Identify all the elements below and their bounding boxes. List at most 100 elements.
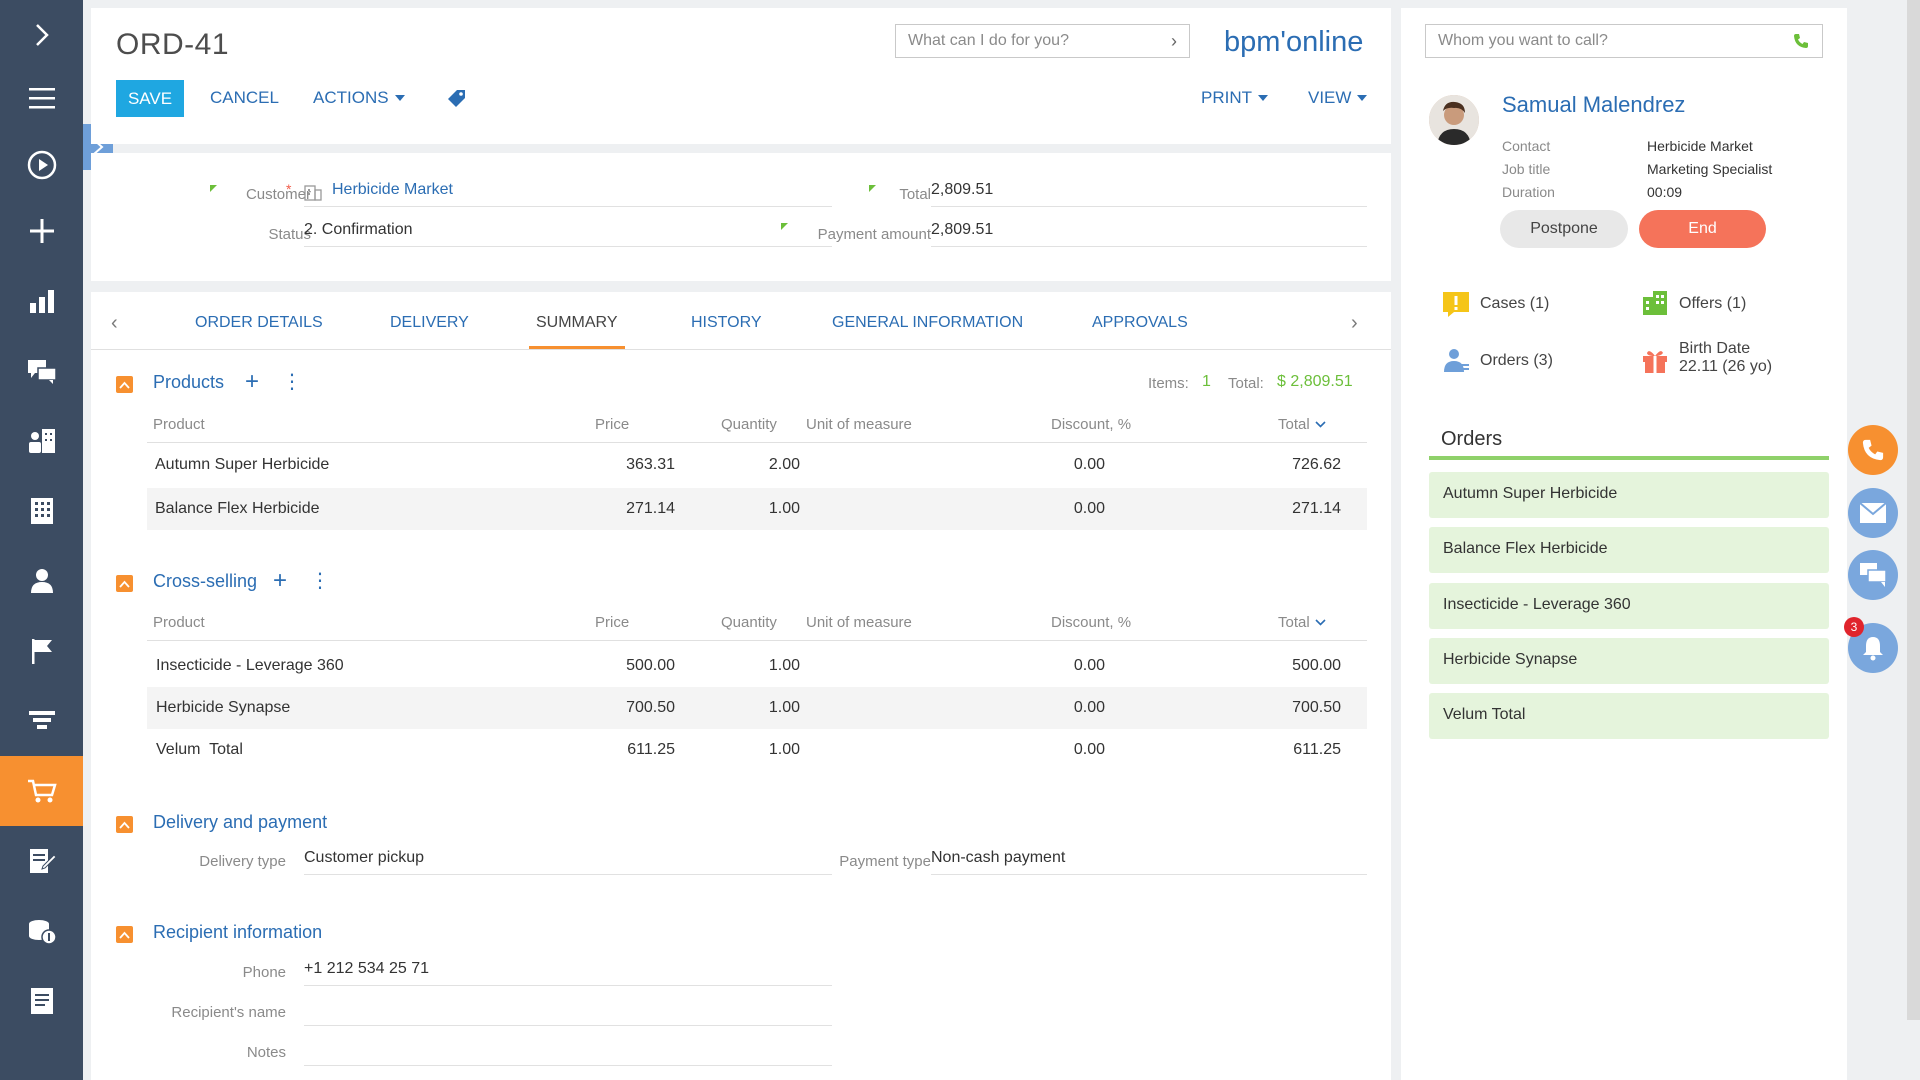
expand-menu-icon[interactable] <box>0 0 83 70</box>
contact-name-link[interactable]: Samual Malendrez <box>1502 92 1686 117</box>
person-icon[interactable] <box>0 546 83 616</box>
total-label: Total <box>899 186 931 203</box>
tab-approvals[interactable]: APPROVALS <box>1092 314 1188 331</box>
chat-button[interactable] <box>1848 550 1898 600</box>
recipient-section-title[interactable]: Recipient information <box>153 922 323 942</box>
documents-icon[interactable] <box>0 966 83 1036</box>
avatar[interactable] <box>1429 95 1479 145</box>
add-cross-selling-icon[interactable]: + <box>273 567 288 594</box>
orders-section-title: Orders <box>1441 428 1503 450</box>
cell-total: 700.50 <box>1292 699 1341 716</box>
cross-selling-menu-icon[interactable]: ⋮ <box>310 570 330 592</box>
contacts-building-icon[interactable] <box>0 406 83 476</box>
column-unit-of-measure[interactable]: Unit of measure <box>806 416 912 433</box>
cross-selling-collapse-toggle[interactable] <box>116 575 133 592</box>
view-menu-button[interactable]: VIEW <box>1308 88 1368 108</box>
column-product[interactable]: Product <box>153 614 205 631</box>
contracts-edit-icon[interactable] <box>0 826 83 896</box>
column-total-label: Total <box>1278 614 1310 631</box>
invoices-coins-icon[interactable] <box>0 896 83 966</box>
flag-icon[interactable] <box>0 616 83 686</box>
payment-amount-field[interactable]: 2,809.51 <box>931 215 1367 247</box>
orders-cart-icon[interactable] <box>0 756 83 826</box>
column-total[interactable]: Total <box>1278 614 1326 631</box>
orders-link[interactable]: Orders (3) <box>1442 346 1553 374</box>
products-collapse-toggle[interactable] <box>116 376 133 393</box>
tabs-scroll-left-icon[interactable]: ‹ <box>111 312 118 334</box>
offers-building-icon <box>1643 291 1667 315</box>
table-row[interactable]: Autumn Super Herbicide 363.31 2.00 0.00 … <box>147 444 1367 486</box>
column-unit-of-measure[interactable]: Unit of measure <box>806 614 912 631</box>
postpone-button[interactable]: Postpone <box>1500 210 1628 248</box>
list-item[interactable]: Herbicide Synapse <box>1429 638 1829 684</box>
column-quantity[interactable]: Quantity <box>721 416 777 433</box>
column-price[interactable]: Price <box>595 614 630 631</box>
tab-summary[interactable]: SUMMARY <box>536 314 618 331</box>
delivery-type-field[interactable]: Customer pickup <box>304 843 832 875</box>
job-title-value: Marketing Specialist <box>1647 161 1773 177</box>
tab-history[interactable]: HISTORY <box>691 314 762 331</box>
list-item[interactable]: Balance Flex Herbicide <box>1429 527 1829 573</box>
print-label: PRINT <box>1201 88 1252 107</box>
actions-label: ACTIONS <box>313 88 389 107</box>
print-menu-button[interactable]: PRINT <box>1201 88 1268 108</box>
tag-button[interactable] <box>447 88 467 108</box>
recipient-collapse-toggle[interactable] <box>116 926 133 943</box>
accounts-building-icon[interactable] <box>0 476 83 546</box>
orders-person-icon <box>1444 349 1469 372</box>
cell-product: Herbicide Synapse <box>156 699 291 716</box>
actions-menu-button[interactable]: ACTIONS <box>313 88 405 108</box>
column-total[interactable]: Total <box>1278 416 1326 433</box>
table-row[interactable]: Velum Total 611.25 1.00 0.00 611.25 <box>147 729 1367 771</box>
table-row[interactable]: Herbicide Synapse 700.50 1.00 0.00 700.5… <box>147 687 1367 729</box>
save-button[interactable]: SAVE <box>116 80 184 117</box>
delivery-section-title[interactable]: Delivery and payment <box>153 812 328 832</box>
notes-field[interactable] <box>304 1034 832 1066</box>
delivery-collapse-toggle[interactable] <box>116 816 133 833</box>
page-scrollbar[interactable] <box>1907 0 1920 1020</box>
cases-link[interactable]: Cases (1) <box>1442 289 1549 317</box>
end-call-button[interactable]: End <box>1639 210 1766 248</box>
column-discount[interactable]: Discount, % <box>1051 614 1132 631</box>
dashboard-chart-icon[interactable] <box>0 266 83 336</box>
tabs-scroll-right-icon[interactable]: › <box>1351 312 1358 334</box>
add-product-icon[interactable]: + <box>245 368 260 395</box>
required-marker <box>869 185 876 192</box>
tab-delivery[interactable]: DELIVERY <box>390 314 469 331</box>
chevron-up-icon <box>119 821 130 829</box>
customer-field[interactable]: Herbicide Market <box>304 175 832 207</box>
phone-field[interactable]: +1 212 534 25 71 <box>304 954 832 986</box>
hamburger-menu-icon[interactable] <box>0 63 83 133</box>
process-play-icon[interactable] <box>0 130 83 200</box>
table-row[interactable]: Balance Flex Herbicide 271.14 1.00 0.00 … <box>147 488 1367 530</box>
list-item[interactable]: Autumn Super Herbicide <box>1429 472 1829 518</box>
list-item[interactable]: Insecticide - Leverage 360 <box>1429 583 1829 629</box>
recipient-name-field[interactable] <box>304 994 832 1026</box>
recipient-name-label: Recipient's name <box>171 1004 286 1021</box>
column-quantity[interactable]: Quantity <box>721 614 777 631</box>
products-section-title[interactable]: Products <box>153 372 225 392</box>
call-button[interactable] <box>1848 425 1898 475</box>
email-button[interactable] <box>1848 488 1898 538</box>
column-price[interactable]: Price <box>595 416 630 433</box>
cross-selling-section-title[interactable]: Cross-selling <box>153 571 258 591</box>
order-fields: Customer * Herbicide Market Status 2. Co… <box>91 153 1391 281</box>
cancel-button[interactable]: CANCEL <box>210 88 279 108</box>
list-item[interactable]: Velum Total <box>1429 693 1829 739</box>
funnel-icon[interactable] <box>0 686 83 756</box>
offers-link[interactable]: Offers (1) <box>1641 289 1746 317</box>
tab-order-details[interactable]: ORDER DETAILS <box>195 314 323 331</box>
table-row[interactable]: Insecticide - Leverage 360 500.00 1.00 0… <box>147 645 1367 687</box>
column-discount[interactable]: Discount, % <box>1051 416 1132 433</box>
payment-type-field[interactable]: Non-cash payment <box>931 843 1367 875</box>
column-product[interactable]: Product <box>153 416 205 433</box>
command-search-input[interactable]: What can I do for you? › <box>895 24 1190 58</box>
account-icon <box>304 185 322 201</box>
feed-chat-icon[interactable] <box>0 336 83 406</box>
add-icon[interactable] <box>0 196 83 266</box>
total-field[interactable]: 2,809.51 <box>931 175 1367 207</box>
status-field[interactable]: 2. Confirmation <box>304 215 832 247</box>
call-search-input[interactable]: Whom you want to call? <box>1425 24 1823 58</box>
products-menu-icon[interactable]: ⋮ <box>282 371 302 393</box>
tab-general-information[interactable]: GENERAL INFORMATION <box>832 314 1024 331</box>
